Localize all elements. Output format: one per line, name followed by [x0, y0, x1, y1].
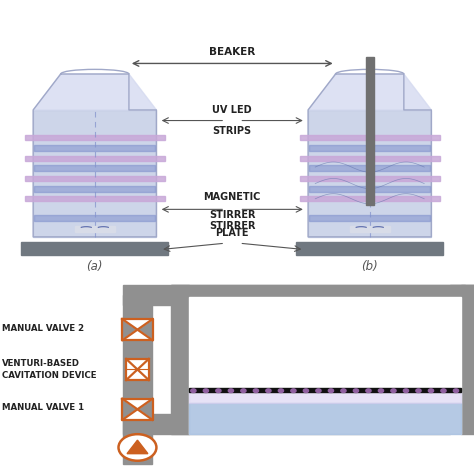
Bar — [189, 391, 461, 403]
Bar — [350, 226, 390, 232]
Bar — [309, 215, 430, 221]
Bar — [300, 136, 440, 140]
Bar — [296, 242, 443, 255]
Polygon shape — [33, 110, 156, 237]
Circle shape — [203, 389, 209, 392]
Circle shape — [328, 389, 334, 392]
Circle shape — [228, 389, 234, 392]
Circle shape — [191, 389, 196, 392]
Bar — [34, 215, 155, 221]
Text: STIRRER: STIRRER — [209, 210, 255, 220]
Bar — [171, 285, 474, 298]
Text: STRIPS: STRIPS — [213, 126, 252, 136]
Bar — [123, 414, 450, 434]
Bar — [189, 388, 461, 392]
Circle shape — [403, 389, 409, 392]
Bar — [189, 403, 461, 434]
Bar — [366, 57, 374, 205]
Circle shape — [441, 389, 446, 392]
Text: RECTANGULAR PLATE WITH
UV LIGHT STRIPS: RECTANGULAR PLATE WITH UV LIGHT STRIPS — [252, 338, 398, 357]
Bar — [300, 176, 440, 181]
Bar — [75, 226, 115, 232]
Bar — [25, 136, 165, 140]
Bar — [123, 295, 152, 464]
Text: MANUAL VALVE 1: MANUAL VALVE 1 — [2, 403, 84, 412]
Polygon shape — [122, 319, 153, 330]
Circle shape — [253, 389, 258, 392]
Bar — [171, 285, 189, 434]
Circle shape — [454, 389, 459, 392]
Text: MAGNETIC: MAGNETIC — [203, 192, 261, 202]
Circle shape — [291, 389, 296, 392]
Circle shape — [216, 389, 221, 392]
Circle shape — [391, 389, 396, 392]
Text: VENTURI-BASED: VENTURI-BASED — [2, 359, 81, 368]
Circle shape — [316, 389, 321, 392]
Text: CAVITATION DEVICE: CAVITATION DEVICE — [2, 371, 97, 380]
Bar — [34, 165, 155, 171]
Polygon shape — [122, 330, 153, 340]
Bar — [25, 155, 165, 161]
Bar — [25, 196, 165, 201]
Circle shape — [428, 389, 434, 392]
Circle shape — [341, 389, 346, 392]
Circle shape — [278, 389, 283, 392]
Polygon shape — [122, 410, 153, 420]
Bar — [123, 285, 465, 305]
Text: STIRRER: STIRRER — [209, 220, 255, 230]
Circle shape — [366, 389, 371, 392]
Text: PLATE: PLATE — [216, 228, 249, 238]
Text: UV LED: UV LED — [212, 106, 252, 116]
Bar — [34, 145, 155, 151]
Polygon shape — [308, 74, 431, 110]
Bar — [309, 145, 430, 151]
Polygon shape — [308, 110, 431, 237]
Bar — [450, 285, 474, 424]
Bar — [34, 186, 155, 191]
Text: BEAKER: BEAKER — [209, 47, 255, 57]
Circle shape — [353, 389, 358, 392]
Bar — [126, 359, 149, 380]
Polygon shape — [33, 74, 156, 110]
Bar — [300, 196, 440, 201]
Bar — [461, 285, 474, 434]
Circle shape — [378, 389, 383, 392]
Bar — [21, 242, 168, 255]
Circle shape — [118, 434, 156, 461]
Polygon shape — [127, 440, 148, 454]
Bar — [309, 165, 430, 171]
Text: (b): (b) — [361, 260, 378, 273]
Polygon shape — [122, 399, 153, 410]
Circle shape — [241, 389, 246, 392]
Text: MANUAL VALVE 2: MANUAL VALVE 2 — [2, 324, 84, 332]
Bar — [300, 155, 440, 161]
Circle shape — [303, 389, 309, 392]
Bar — [309, 186, 430, 191]
Bar — [25, 176, 165, 181]
Bar — [189, 298, 461, 434]
Text: (a): (a) — [87, 260, 103, 273]
Circle shape — [416, 389, 421, 392]
Circle shape — [266, 389, 271, 392]
